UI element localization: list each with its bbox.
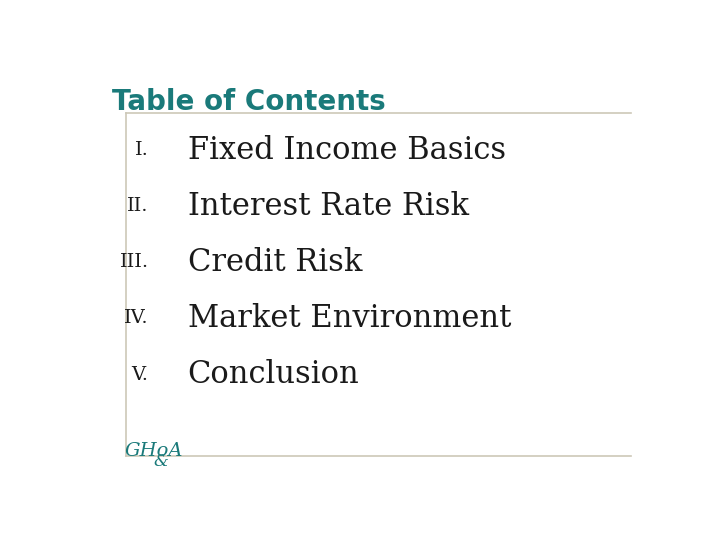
Text: IV.: IV.: [124, 309, 148, 327]
Text: III.: III.: [120, 253, 148, 271]
Text: &: &: [153, 454, 168, 470]
Text: Interest Rate Risk: Interest Rate Risk: [188, 191, 469, 222]
Text: Conclusion: Conclusion: [188, 359, 359, 390]
Text: V.: V.: [132, 366, 148, 383]
Text: II.: II.: [127, 197, 148, 215]
Text: Market Environment: Market Environment: [188, 303, 511, 334]
Text: I.: I.: [135, 141, 148, 159]
Text: GHoA: GHoA: [125, 442, 184, 460]
Text: Fixed Income Basics: Fixed Income Basics: [188, 134, 505, 166]
Text: Credit Risk: Credit Risk: [188, 247, 362, 278]
Text: Table of Contents: Table of Contents: [112, 87, 386, 116]
